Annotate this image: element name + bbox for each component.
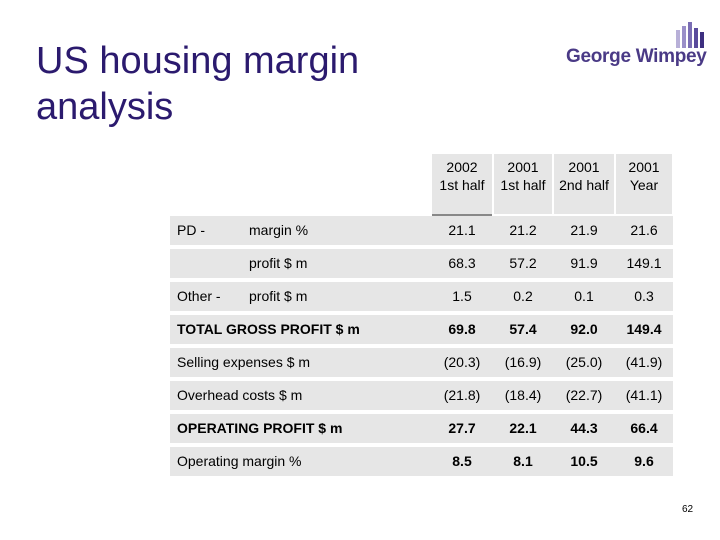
column-header-year: 2001 xyxy=(628,159,660,175)
table-cell: 8.1 xyxy=(513,453,533,469)
table-cell: 91.9 xyxy=(570,255,598,271)
logo-bars-icon xyxy=(676,22,704,48)
column-header: 2001 1st half xyxy=(494,154,552,214)
column-header-period: 1st half xyxy=(439,177,485,193)
table-cell: 0.2 xyxy=(513,288,533,304)
table-cell: 44.3 xyxy=(570,420,598,436)
row-label: OPERATING PROFIT $ m xyxy=(177,420,343,436)
page-title: US housing margin analysis xyxy=(36,40,360,128)
column-header-period: 1st half xyxy=(500,177,546,193)
row-label: Other - xyxy=(177,288,221,304)
company-logo: George Wimpey xyxy=(566,20,707,80)
table-row: Operating margin % 8.5 8.1 10.5 9.6 xyxy=(170,447,673,476)
table-cell: 66.4 xyxy=(630,420,658,436)
table-cell: 21.2 xyxy=(509,222,537,238)
table-cell: (41.1) xyxy=(625,387,663,403)
table-cell: (18.4) xyxy=(504,387,542,403)
table-cell: 21.9 xyxy=(570,222,598,238)
column-header-year: 2001 xyxy=(507,159,539,175)
table-cell: 9.6 xyxy=(634,453,654,469)
table-cell: 21.1 xyxy=(448,222,476,238)
table-cell: (41.9) xyxy=(625,354,663,370)
table-cell: 149.1 xyxy=(626,255,662,271)
table-cell: 10.5 xyxy=(570,453,598,469)
table-cell: 0.3 xyxy=(634,288,654,304)
column-header: 2002 1st half xyxy=(432,154,492,214)
page-number: 62 xyxy=(682,504,694,515)
table-cell: 27.7 xyxy=(448,420,476,436)
table-cell: 8.5 xyxy=(452,453,472,469)
table-row: Overhead costs $ m (21.8) (18.4) (22.7) … xyxy=(170,381,673,410)
table-row: TOTAL GROSS PROFIT $ m 69.8 57.4 92.0 14… xyxy=(170,315,673,344)
table-cell: 68.3 xyxy=(448,255,476,271)
row-label: Operating margin % xyxy=(177,453,302,469)
row-sublabel: profit $ m xyxy=(249,255,308,271)
row-label: Overhead costs $ m xyxy=(177,387,303,403)
column-header: 2001 Year xyxy=(616,154,672,214)
table-cell: (22.7) xyxy=(565,387,603,403)
table-cell: 69.8 xyxy=(448,321,476,337)
logo-text: George Wimpey xyxy=(566,46,707,67)
row-sublabel: profit $ m xyxy=(249,288,308,304)
table-cell: (25.0) xyxy=(565,354,603,370)
table-cell: (16.9) xyxy=(504,354,542,370)
column-header-period: Year xyxy=(629,177,659,193)
table-row: Other - profit $ m 1.5 0.2 0.1 0.3 xyxy=(170,282,673,311)
table-cell: 57.2 xyxy=(509,255,537,271)
table-cell: 22.1 xyxy=(509,420,537,436)
row-label: TOTAL GROSS PROFIT $ m xyxy=(177,321,360,337)
header-divider xyxy=(432,214,492,216)
table-cell: 57.4 xyxy=(509,321,537,337)
column-header-period: 2nd half xyxy=(559,177,609,193)
table-cell: 0.1 xyxy=(574,288,594,304)
table-row: PD - margin % 21.1 21.2 21.9 21.6 xyxy=(170,216,673,245)
table-cell: (20.3) xyxy=(443,354,481,370)
table-row: OPERATING PROFIT $ m 27.7 22.1 44.3 66.4 xyxy=(170,414,673,443)
table-cell: 1.5 xyxy=(452,288,472,304)
column-header-year: 2001 xyxy=(568,159,600,175)
column-header: 2001 2nd half xyxy=(554,154,614,214)
table-cell: 21.6 xyxy=(630,222,658,238)
table-cell: 92.0 xyxy=(570,321,598,337)
row-label: PD - xyxy=(177,222,205,238)
row-label: Selling expenses $ m xyxy=(177,354,311,370)
row-sublabel: margin % xyxy=(249,222,309,238)
table-row: profit $ m 68.3 57.2 91.9 149.1 xyxy=(170,249,673,278)
table-cell: 149.4 xyxy=(626,321,662,337)
table-cell: (21.8) xyxy=(443,387,481,403)
table-row: Selling expenses $ m (20.3) (16.9) (25.0… xyxy=(170,348,673,377)
column-header-year: 2002 xyxy=(446,159,478,175)
